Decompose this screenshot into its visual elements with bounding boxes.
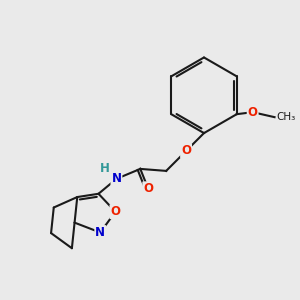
Text: O: O	[181, 145, 191, 158]
Text: H: H	[100, 162, 110, 176]
Text: O: O	[248, 106, 258, 119]
Text: N: N	[95, 226, 105, 239]
Text: O: O	[143, 182, 153, 195]
Text: O: O	[110, 205, 120, 218]
Text: CH₃: CH₃	[277, 112, 296, 122]
Text: N: N	[111, 172, 122, 185]
